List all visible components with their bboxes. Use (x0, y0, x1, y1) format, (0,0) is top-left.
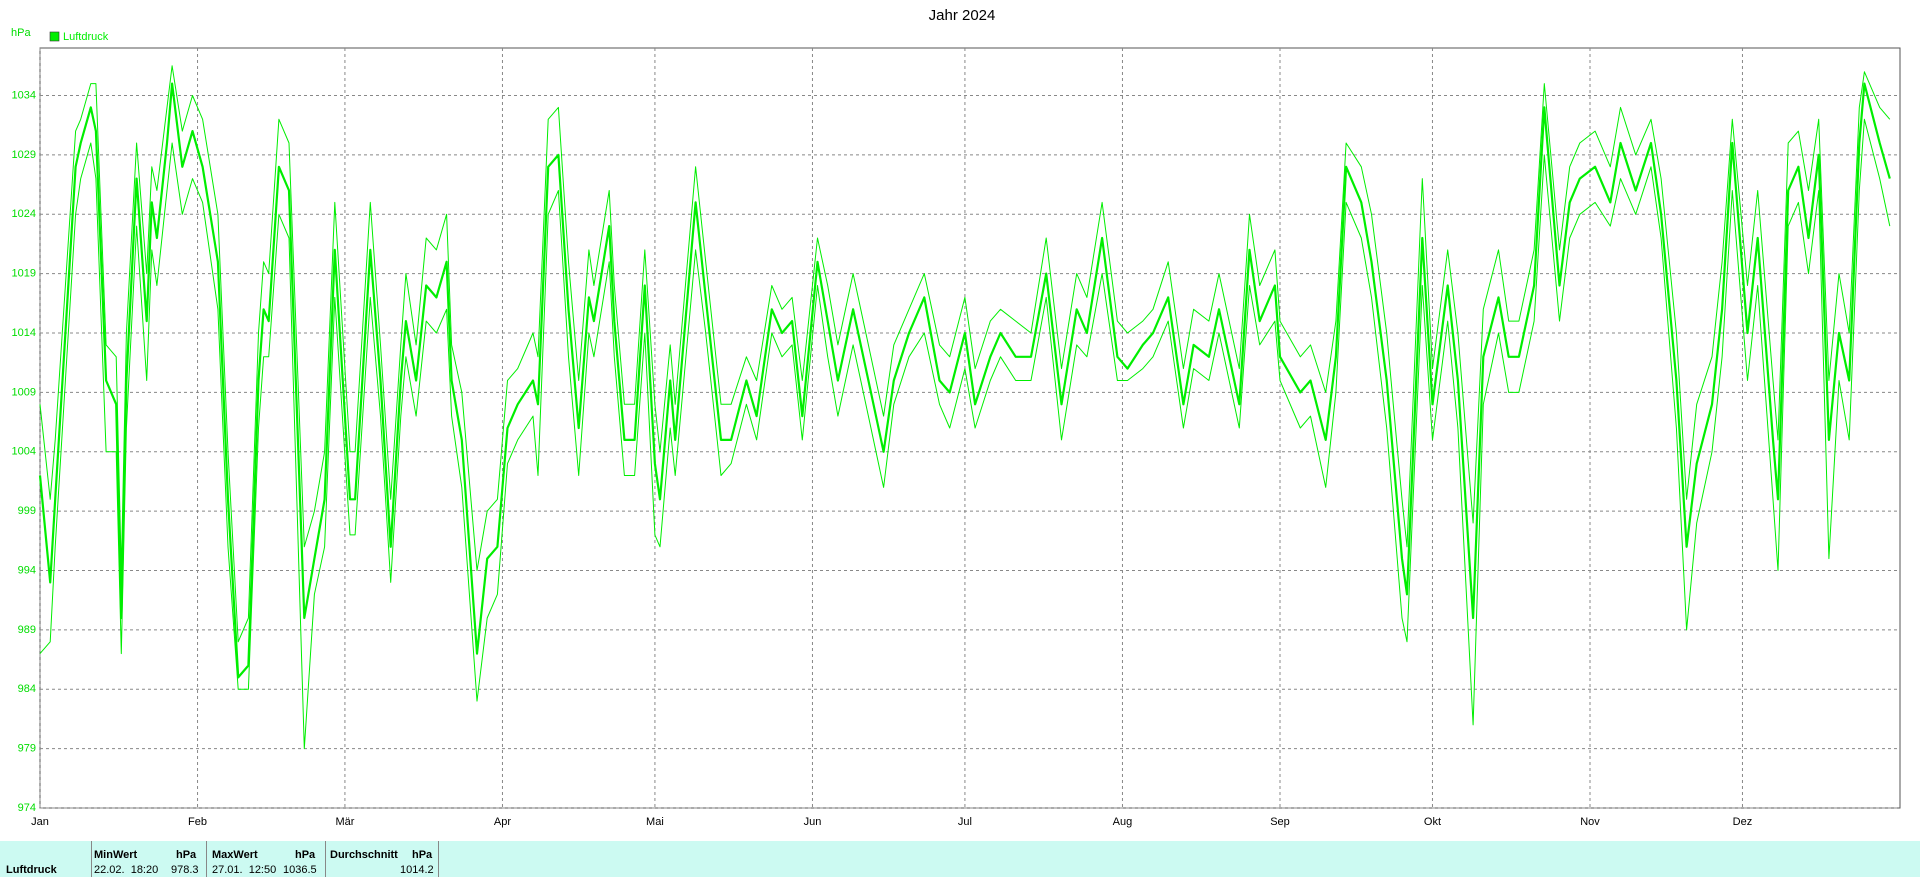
y-tick-label: 999 (18, 505, 36, 517)
x-tick-label: Aug (1113, 816, 1133, 828)
col-value: 978.3 (171, 864, 199, 876)
col-value: 1014.2 (400, 864, 434, 876)
legend-label: Luftdruck (63, 31, 109, 43)
y-tick-label: 984 (18, 683, 36, 695)
y-tick-label: 1009 (12, 386, 36, 398)
y-tick-label: 994 (18, 564, 36, 576)
x-tick-label: Jul (958, 816, 972, 828)
x-tick-label: Okt (1424, 816, 1441, 828)
col-unit: hPa (176, 849, 197, 861)
x-tick-label: Dez (1733, 816, 1753, 828)
x-tick-label: Apr (494, 816, 511, 828)
y-axis-label: hPa (11, 27, 31, 39)
col-time: 27.01. 12:50 (212, 864, 277, 876)
y-tick-label: 1014 (12, 327, 36, 339)
separator (438, 841, 439, 877)
y-tick-label: 974 (18, 802, 36, 814)
separator (91, 841, 92, 877)
x-tick-label: Feb (188, 816, 207, 828)
col-header: Durchschnitt (330, 849, 398, 861)
y-tick-label: 1004 (12, 446, 36, 458)
col-value: 1036.5 (283, 864, 317, 876)
x-tick-label: Sep (1270, 816, 1290, 828)
plot-area (39, 47, 1901, 809)
x-tick-label: Jun (804, 816, 822, 828)
summary-label: Luftdruck (6, 864, 57, 876)
summary-panel: Luftdruck MinWert hPa 22.02. 18:20 978.3… (0, 841, 1920, 877)
col-time: 22.02. 18:20 (94, 864, 159, 876)
x-tick-label: Nov (1580, 816, 1600, 828)
x-tick-label: Mär (335, 816, 354, 828)
separator (325, 841, 326, 877)
separator (206, 841, 207, 877)
x-tick-label: Mai (646, 816, 664, 828)
y-tick-label: 1034 (12, 89, 36, 101)
x-tick-label: Jan (31, 816, 49, 828)
y-tick-label: 1019 (12, 268, 36, 280)
range-line (39, 118, 1891, 750)
legend-swatch (49, 31, 60, 42)
y-tick-label: 979 (18, 743, 36, 755)
chart-title: Jahr 2024 (929, 7, 996, 24)
line (38, 82, 1891, 679)
y-tick-label: 1029 (12, 149, 36, 161)
col-header: MinWert (94, 849, 138, 861)
col-unit: hPa (412, 849, 433, 861)
col-unit: hPa (295, 849, 316, 861)
y-tick-label: 1024 (12, 208, 36, 220)
col-header: MaxWert (212, 849, 258, 861)
chart: Jahr 2024 hPa 974 979 984 989 994 999 1004 1009… (11, 7, 1901, 828)
y-tick-label: 989 (18, 624, 36, 636)
range-line (39, 65, 1891, 643)
